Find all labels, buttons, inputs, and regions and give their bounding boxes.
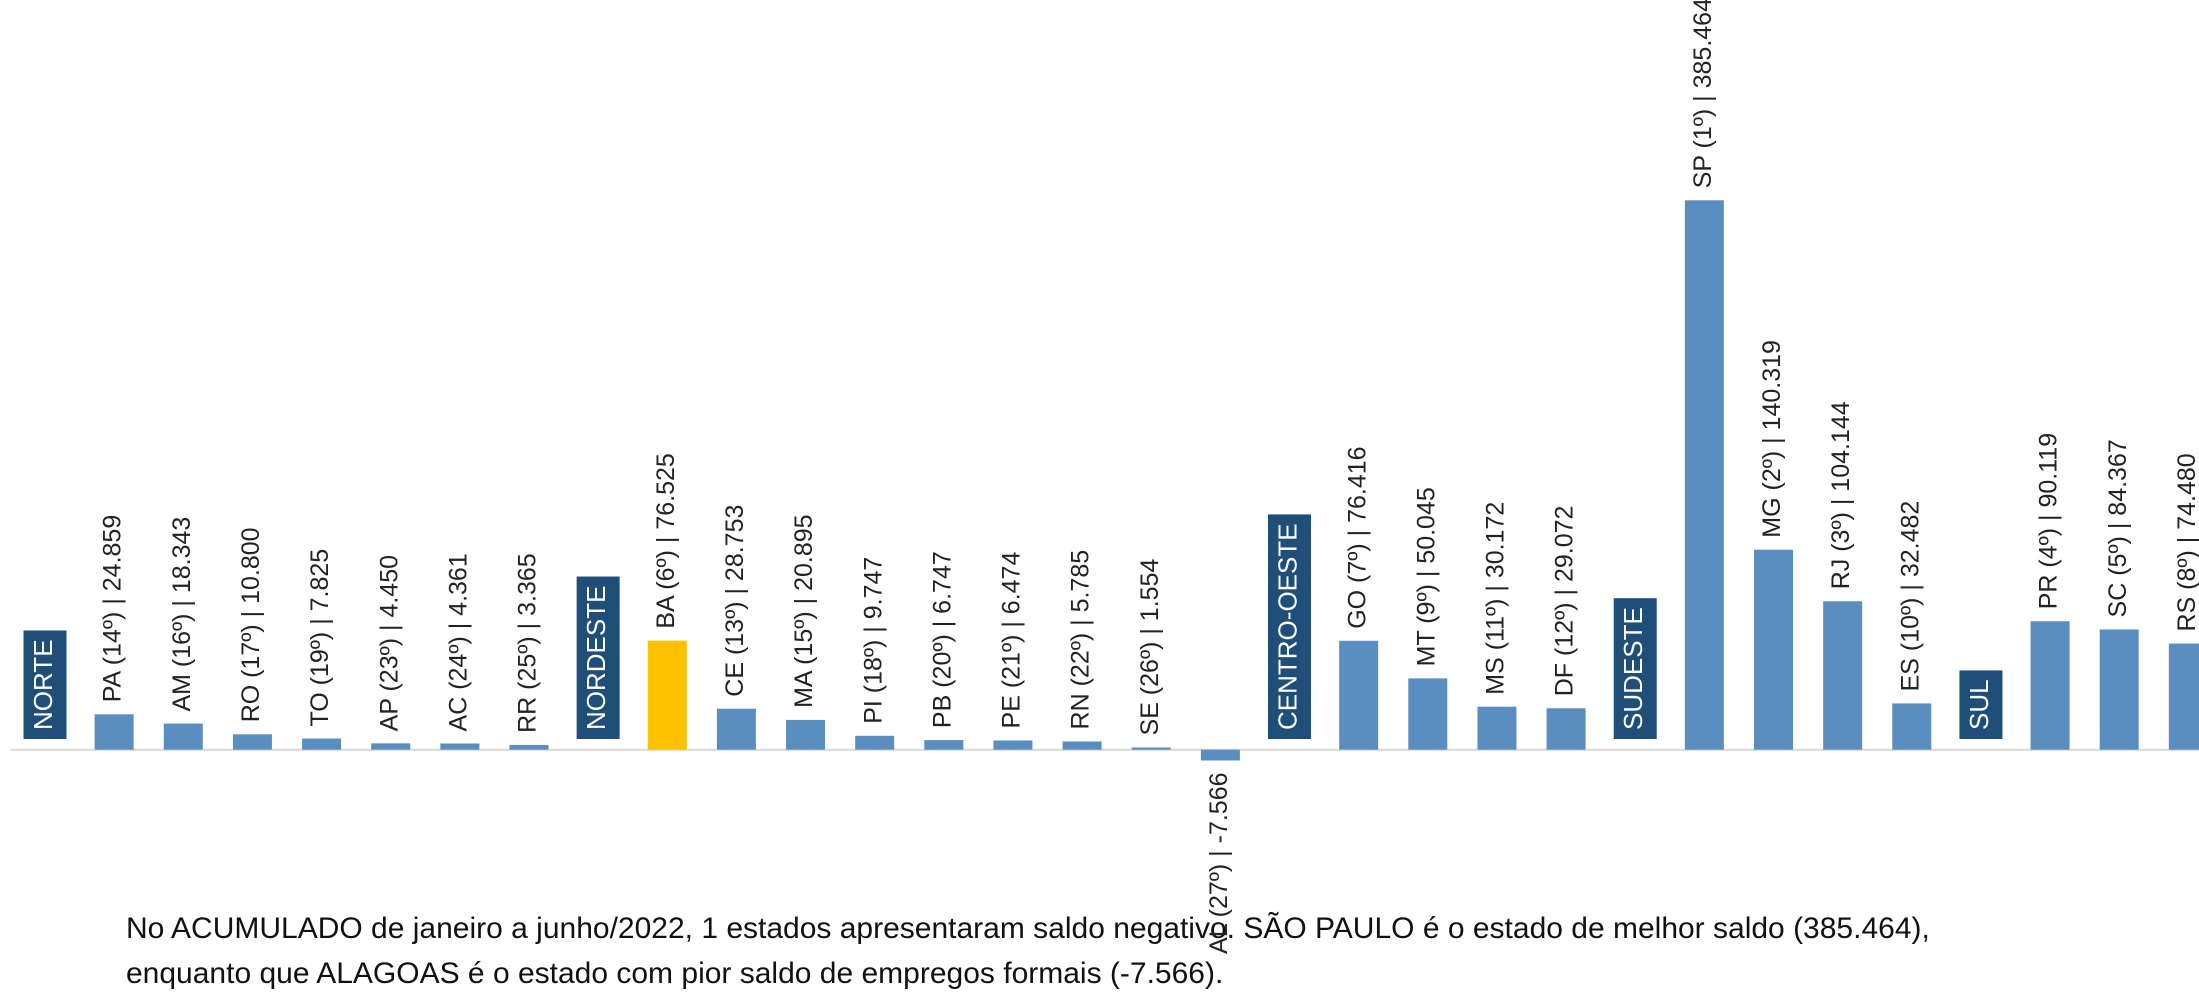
bar [440, 743, 480, 750]
bar [509, 744, 549, 750]
data-label: RJ (3º) | 104.144 [1827, 401, 1855, 589]
bar [924, 740, 964, 750]
bar [302, 738, 342, 750]
data-label: SP (1º) | 385.464 [1689, 0, 1717, 188]
bar [94, 714, 134, 750]
bar [647, 640, 687, 750]
region-box [1613, 598, 1657, 739]
bar [232, 734, 272, 750]
data-label: MS (11º) | 30.172 [1482, 502, 1510, 695]
bar [1546, 708, 1586, 750]
bar [1823, 601, 1863, 750]
data-label: SC (5º) | 84.367 [2104, 439, 2132, 617]
data-label: PA (14º) | 24.859 [99, 515, 127, 703]
region-box [1959, 670, 2003, 739]
data-label: GO (7º) | 76.416 [1343, 446, 1371, 628]
bar [786, 719, 826, 750]
region-box [1268, 514, 1312, 739]
data-label: AM (16º) | 18.343 [168, 517, 196, 712]
bar [371, 743, 411, 750]
region-label: CENTRO-OESTE [1272, 523, 1302, 730]
region-label: SUDESTE [1618, 607, 1648, 730]
data-label: RR (25º) | 3.365 [514, 553, 542, 733]
bar [1408, 678, 1448, 750]
data-label: RO (17º) | 10.800 [237, 527, 265, 722]
bar [1200, 749, 1240, 761]
bar [1892, 703, 1932, 750]
bar [2030, 621, 2070, 750]
bar [2168, 643, 2199, 750]
data-label: AL (27º) | -7.566 [1205, 772, 1233, 953]
annotation: enquanto que ALAGOAS é o estado com pior… [126, 957, 1223, 990]
bar [2099, 629, 2139, 750]
data-label: TO (19º) | 7.825 [306, 549, 334, 727]
data-label: MG (2º) | 140.319 [1758, 340, 1786, 538]
bar [1131, 747, 1171, 750]
region-box [576, 576, 620, 739]
data-label: PI (18º) | 9.747 [859, 557, 887, 724]
data-label: DF (12º) | 29.072 [1551, 506, 1579, 697]
bar [993, 740, 1033, 750]
region-box [23, 630, 67, 739]
data-label: AC (24º) | 4.361 [444, 553, 472, 731]
bar [716, 708, 756, 750]
data-label: AP (23º) | 4.450 [375, 555, 403, 731]
region-label: NORDESTE [581, 586, 611, 730]
region-label: SUL [1964, 679, 1994, 730]
bar [1062, 741, 1102, 750]
data-label: SE (26º) | 1.554 [1136, 559, 1164, 736]
data-label: MT (9º) | 50.045 [1412, 487, 1440, 666]
bar [1477, 706, 1517, 750]
bar [1684, 200, 1724, 750]
data-label: ES (10º) | 32.482 [1896, 501, 1924, 692]
data-label: RN (22º) | 5.785 [1067, 550, 1095, 730]
data-label: PB (20º) | 6.747 [928, 551, 956, 728]
bar [163, 723, 203, 750]
region-label: NORTE [28, 639, 58, 730]
data-label: RS (8º) | 74.480 [2173, 453, 2199, 631]
data-label: PR (4º) | 90.119 [2035, 433, 2063, 609]
data-label: PE (21º) | 6.474 [998, 552, 1026, 729]
data-label: BA (6º) | 76.525 [652, 453, 680, 628]
data-label: MA (15º) | 20.895 [790, 514, 818, 708]
annotation: No ACUMULADO de janeiro a junho/2022, 1 … [126, 911, 1930, 945]
bar [1754, 549, 1793, 750]
bar [855, 735, 895, 750]
data-label: CE (13º) | 28.753 [721, 505, 749, 697]
bar [1339, 640, 1379, 750]
